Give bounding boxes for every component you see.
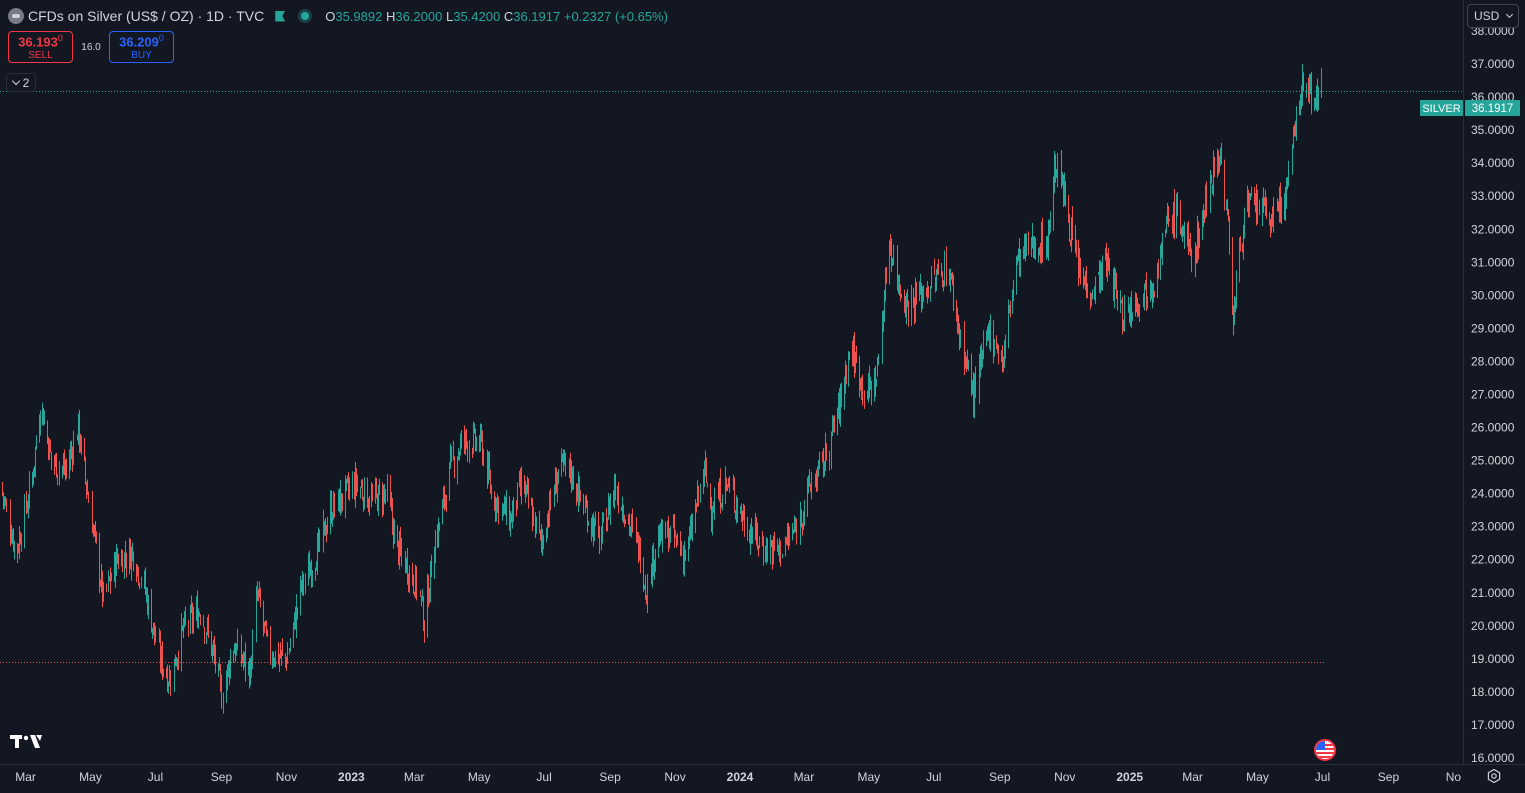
- price-axis-tick: 33.0000: [1471, 189, 1515, 203]
- symbol-icon[interactable]: [8, 8, 24, 24]
- symbol-legend: CFDs on Silver (US$ / OZ) · 1D · TVC O35…: [8, 6, 668, 26]
- change-value: +0.2327 (+0.65%): [563, 8, 668, 24]
- low-label: L: [445, 8, 454, 24]
- price-axis-tick: 34.0000: [1471, 156, 1515, 170]
- symbol-label-bg: [1420, 100, 1463, 116]
- time-axis-tick: May: [468, 770, 491, 784]
- price-axis-tick: 37.0000: [1471, 57, 1515, 71]
- close-label: C: [503, 8, 514, 24]
- high-value: 36.2000: [395, 8, 443, 24]
- price-axis-tick: 32.0000: [1471, 222, 1515, 236]
- time-axis-tick: Sep: [1378, 770, 1400, 784]
- sell-price: 36.1930: [18, 32, 63, 50]
- time-axis-tick: 2024: [727, 770, 754, 784]
- indicators-count: 2: [22, 75, 30, 90]
- last-price-label: 36.1917: [1472, 103, 1514, 115]
- currency-value: USD: [1474, 9, 1500, 23]
- buy-label: BUY: [131, 50, 152, 62]
- sell-label: SELL: [28, 50, 53, 62]
- time-axis-tick: No: [1446, 770, 1462, 784]
- time-axis-tick: 2025: [1116, 770, 1143, 784]
- chevron-down-icon: [11, 76, 20, 86]
- time-axis-tick: Jul: [926, 770, 941, 784]
- time-axis-tick: Jul: [536, 770, 551, 784]
- price-axis-tick: 29.0000: [1471, 321, 1515, 335]
- time-axis-tick: Nov: [276, 770, 297, 784]
- time-axis-tick: Jul: [1315, 770, 1330, 784]
- price-axis-tick: 16.0000: [1471, 751, 1515, 765]
- buy-button[interactable]: 36.2090 BUY: [109, 31, 174, 63]
- time-axis-tick: Jul: [148, 770, 163, 784]
- symbol-title[interactable]: CFDs on Silver (US$ / OZ) · 1D · TVC: [28, 8, 265, 24]
- us-flag-icon[interactable]: [1314, 739, 1336, 761]
- time-axis-tick: Sep: [211, 770, 233, 784]
- time-axis-tick: Nov: [664, 770, 685, 784]
- price-axis-tick: 26.0000: [1471, 421, 1515, 435]
- price-axis-tick: 19.0000: [1471, 652, 1515, 666]
- time-axis-tick: May: [858, 770, 881, 784]
- chevron-down-icon: [1505, 10, 1514, 19]
- tradingview-logo-icon[interactable]: [10, 733, 42, 749]
- high-label: H: [385, 8, 396, 24]
- open-value: 35.9892: [335, 8, 383, 24]
- trading-panel: 36.1930 SELL 16.0 36.2090 BUY: [8, 31, 174, 63]
- time-axis[interactable]: Mar May Jul Sep Nov 2023 Mar May Jul Sep Nov 2024 Ma…: [15, 770, 1461, 784]
- open-label: O: [325, 8, 336, 24]
- settings-icon[interactable]: [1487, 769, 1501, 783]
- price-axis-tick: 20.0000: [1471, 619, 1515, 633]
- time-axis-tick: 2023: [338, 770, 365, 784]
- time-axis-tick: Mar: [404, 770, 425, 784]
- sell-button[interactable]: 36.1930 SELL: [8, 31, 73, 63]
- price-axis-tick: 24.0000: [1471, 487, 1515, 501]
- time-axis-tick: May: [1246, 770, 1269, 784]
- currency-dropdown[interactable]: USD: [1467, 4, 1519, 28]
- spread-value: 16.0: [81, 41, 101, 53]
- time-axis-tick: Nov: [1054, 770, 1075, 784]
- time-axis-tick: May: [79, 770, 102, 784]
- price-axis-tick: 23.0000: [1471, 520, 1515, 534]
- flag-icon[interactable]: [275, 10, 286, 22]
- symbol-label: SILVER: [1422, 103, 1460, 115]
- price-axis-tick: 21.0000: [1471, 586, 1515, 600]
- time-axis-tick: Sep: [989, 770, 1011, 784]
- price-axis-tick: 35.0000: [1471, 123, 1515, 137]
- live-dot-icon: [301, 12, 310, 20]
- price-axis-tick: 27.0000: [1471, 388, 1515, 402]
- price-axis-tick: 25.0000: [1471, 454, 1515, 468]
- low-value: 35.4200: [453, 8, 501, 24]
- time-axis-tick: Mar: [15, 770, 36, 784]
- price-axis-tick: 30.0000: [1471, 288, 1515, 302]
- price-axis-tick: 28.0000: [1471, 354, 1515, 368]
- price-axis-tick: 18.0000: [1471, 685, 1515, 699]
- indicators-toggle-button[interactable]: 2: [6, 73, 36, 92]
- ohlc-values: O35.9892 H36.2000 L35.4200 C36.1917 +0.2…: [325, 9, 668, 24]
- time-axis-tick: Mar: [1182, 770, 1203, 784]
- buy-price: 36.2090: [119, 32, 164, 50]
- price-axis-tick: 31.0000: [1471, 255, 1515, 269]
- time-axis-tick: Mar: [794, 770, 815, 784]
- time-axis-tick: Sep: [599, 770, 621, 784]
- price-axis-tick: 17.0000: [1471, 718, 1515, 732]
- price-axis[interactable]: 38.000037.000036.000035.000034.000033.00…: [1471, 24, 1515, 765]
- candle-series: [2, 63, 1322, 714]
- close-value: 36.1917: [513, 8, 561, 24]
- last-price-label-bg: [1465, 100, 1520, 116]
- price-axis-tick: 22.0000: [1471, 553, 1515, 567]
